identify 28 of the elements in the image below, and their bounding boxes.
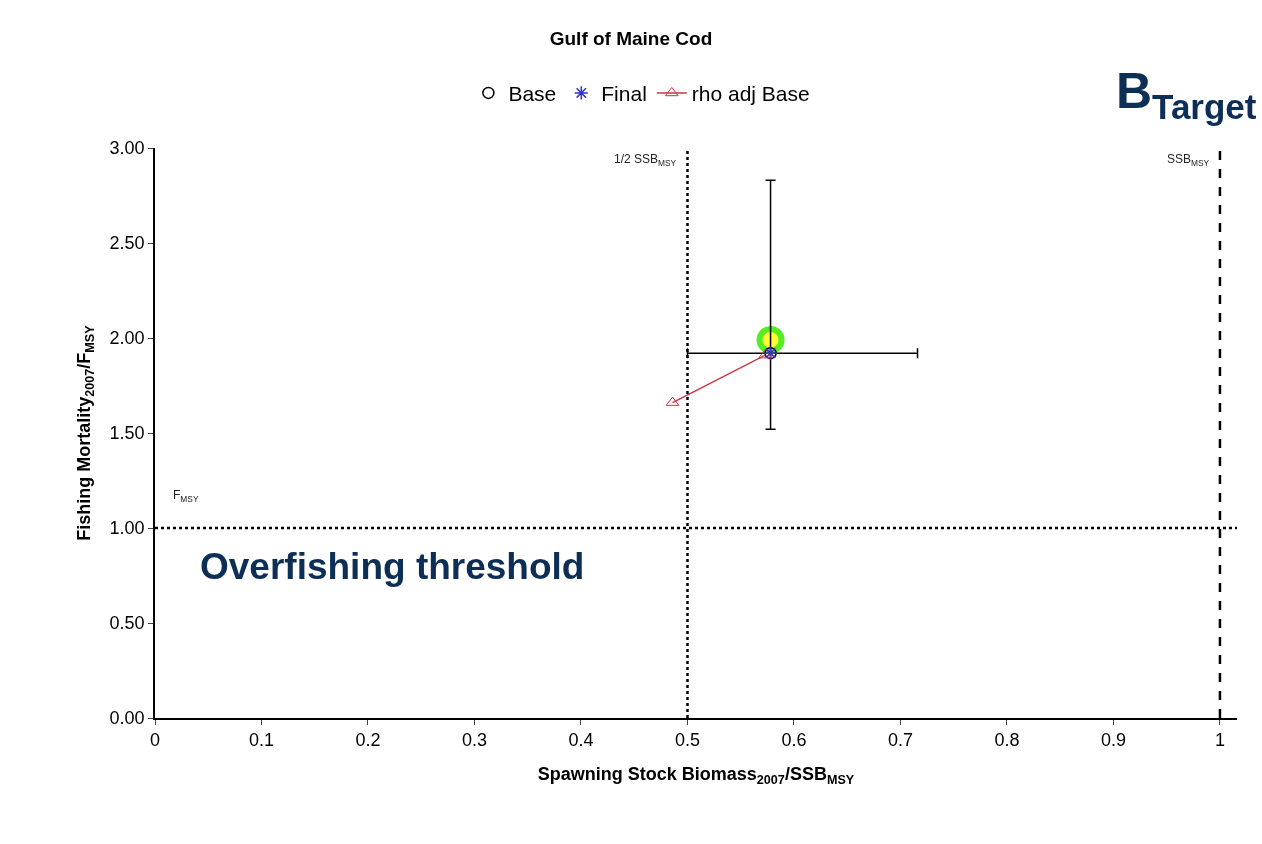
ref-line-label: SSB$_{MSY}$: [1167, 152, 1210, 168]
legend-label: Base: [508, 82, 557, 106]
x-tick-label: 0.5: [674, 730, 700, 751]
x-tick-label: 0.2: [355, 730, 381, 751]
annotation: Overfishing threshold: [200, 546, 585, 587]
text: B$_{Target}$: [1116, 63, 1257, 126]
y-tick-label: 1.00: [109, 518, 145, 539]
x-tick-label: 0.4: [568, 730, 594, 751]
chart-title: Gulf of Maine Cod: [549, 27, 713, 49]
x-tick-label: 0.7: [887, 730, 913, 751]
x-tick-label: 1: [1214, 730, 1225, 751]
x-tick-label: 0.3: [461, 730, 488, 751]
x-tick-label: 0.1: [248, 730, 275, 751]
x-tick-label: 0.8: [994, 730, 1020, 751]
ref-line-label: 1/2 SSB$_{MSY}$: [614, 152, 677, 168]
x-tick-label: 0: [149, 730, 161, 751]
x-axis-title: Spawning Stock Biomass$_{2007}$/SSB$_{MSY}$: [537, 763, 855, 787]
x-tick-label: 0.6: [781, 730, 807, 751]
legend-label: Final: [601, 82, 647, 106]
y-tick-label: 2.50: [109, 233, 145, 254]
y-tick-label: 2.00: [109, 328, 145, 349]
y-tick-label: 0.50: [109, 613, 145, 634]
y-tick-label: 3.00: [109, 138, 145, 159]
ref-line-label: F$_{MSY}$: [173, 488, 199, 504]
y-tick-label: 1.50: [109, 423, 145, 444]
x-tick-label: 0.9: [1100, 730, 1126, 751]
y-tick-label: 0.00: [109, 708, 145, 729]
legend-label: rho adj Base: [691, 82, 810, 106]
